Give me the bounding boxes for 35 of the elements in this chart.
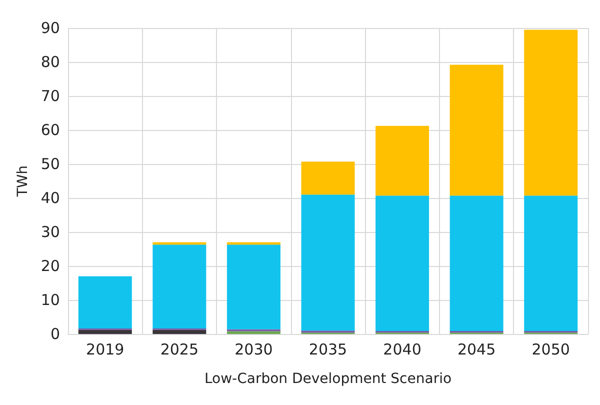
bar (226, 242, 280, 245)
y-tick-label: 80 (40, 53, 60, 71)
x-tick-label: 2030 (234, 340, 273, 358)
bar (78, 330, 132, 334)
bar (226, 244, 280, 330)
bar (152, 244, 206, 329)
x-tick-label: 2045 (457, 340, 496, 358)
x-tick-label: 2050 (532, 340, 570, 358)
bar (376, 126, 430, 196)
bar (301, 194, 355, 331)
bar (376, 196, 430, 331)
y-tick-label: 10 (40, 291, 60, 309)
y-axis-title: TWh (15, 165, 31, 198)
bar (450, 196, 504, 331)
y-tick-label: 0 (50, 325, 60, 343)
y-tick-label: 60 (40, 121, 60, 139)
bar (226, 331, 280, 334)
y-tick-label: 40 (40, 189, 60, 207)
bar (301, 162, 355, 195)
bar (152, 330, 206, 334)
x-tick-label: 2040 (383, 340, 422, 358)
bar (78, 276, 132, 329)
x-tick-label: 2019 (86, 340, 124, 358)
y-tick-label: 90 (40, 19, 60, 37)
x-tick-label: 2025 (160, 340, 199, 358)
y-tick-label: 30 (40, 223, 60, 241)
y-tick-label: 20 (40, 257, 60, 275)
bar (524, 196, 578, 331)
y-tick-label: 70 (40, 87, 60, 105)
y-tick-label: 50 (40, 155, 60, 173)
bar (450, 64, 504, 196)
bar (152, 242, 206, 245)
bar (524, 30, 578, 196)
x-tick-label: 2035 (308, 340, 348, 358)
x-axis-title: Low-Carbon Development Scenario (204, 371, 452, 387)
